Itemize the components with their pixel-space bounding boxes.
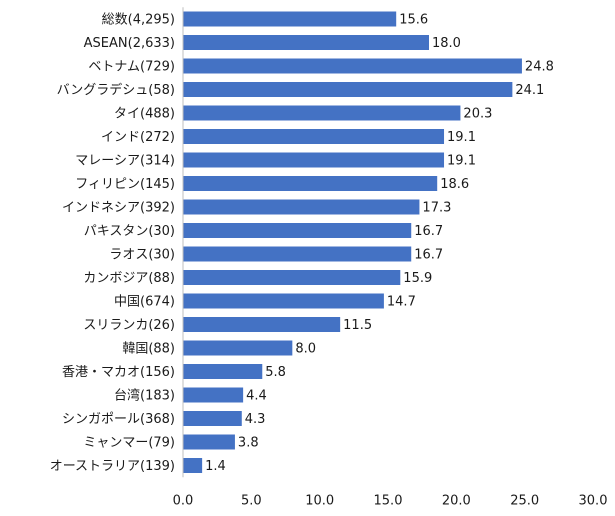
x-axis-ticks: 0.0 5.0 10.0 15.0 20.0 25.0 30.0 — [173, 494, 608, 509]
value-labels: 15.6 18.0 24.8 24.1 20.3 19.1 19.1 18.6 17.3 16.7… — [205, 13, 554, 475]
x-tick-label: 10.0 — [305, 494, 334, 509]
category-label: 台湾(183) — [114, 388, 175, 404]
data-label: 20.3 — [463, 107, 492, 122]
data-label: 18.0 — [432, 36, 461, 51]
data-label: 18.6 — [440, 177, 469, 192]
data-label: 3.8 — [238, 436, 259, 451]
bar — [183, 129, 445, 144]
data-label: 24.8 — [525, 60, 554, 75]
bar — [183, 411, 242, 426]
category-label: フィリピン(145) — [75, 177, 175, 192]
category-label: マレーシア(314) — [75, 154, 175, 169]
category-labels: 総数(4,295) ASEAN(2,633) ベトナム(729) バングラデシュ(58… — [50, 13, 175, 475]
category-label: ベトナム(729) — [88, 60, 175, 75]
bar — [183, 317, 341, 332]
bar — [183, 270, 401, 285]
category-label: オーストラリア(139) — [50, 459, 175, 474]
category-label: インドネシア(392) — [62, 201, 175, 216]
bar — [183, 223, 412, 238]
bar — [183, 152, 445, 168]
category-label: 中国(674) — [114, 295, 175, 310]
category-label: ASEAN(2,633) — [84, 36, 175, 51]
bar — [183, 246, 412, 262]
category-label: 韓国(88) — [122, 342, 175, 357]
bar — [183, 293, 384, 309]
bar — [183, 387, 244, 403]
category-label: ラオス(30) — [109, 248, 175, 263]
data-label: 16.7 — [414, 248, 443, 263]
category-label: カンボジア(88) — [83, 271, 175, 286]
category-label: バングラデシュ(58) — [57, 82, 175, 98]
bar — [183, 340, 293, 356]
data-label: 15.6 — [399, 13, 428, 28]
bar — [183, 58, 522, 74]
category-label: ミャンマー(79) — [83, 436, 175, 451]
data-label: 15.9 — [403, 271, 432, 286]
category-label: 総数(4,295) — [102, 13, 175, 28]
bar — [183, 458, 203, 473]
data-label: 19.1 — [447, 154, 476, 169]
data-label: 14.7 — [387, 295, 416, 310]
bar — [183, 364, 263, 379]
x-tick-label: 15.0 — [374, 494, 403, 509]
data-label: 8.0 — [295, 342, 316, 357]
x-tick-label: 0.0 — [173, 494, 194, 509]
data-label: 5.8 — [265, 365, 286, 380]
category-label: スリランカ(26) — [83, 318, 175, 333]
data-label: 19.1 — [447, 130, 476, 145]
category-label: 香港・マカオ(156) — [62, 365, 175, 380]
bars-layer — [183, 11, 522, 473]
category-label: インド(272) — [101, 130, 175, 145]
category-label: パキスタン(30) — [84, 224, 175, 239]
bar — [183, 199, 420, 215]
data-label: 24.1 — [515, 83, 544, 98]
x-tick-label: 20.0 — [442, 494, 471, 509]
data-label: 17.3 — [422, 201, 451, 216]
bar — [183, 35, 429, 50]
category-label: タイ(488) — [114, 107, 175, 122]
x-tick-label: 5.0 — [241, 494, 262, 509]
x-tick-label: 25.0 — [510, 494, 539, 509]
data-label: 4.3 — [245, 412, 266, 427]
category-label: シンガポール(368) — [62, 412, 175, 427]
data-label: 4.4 — [246, 389, 267, 404]
data-label: 11.5 — [343, 318, 372, 333]
data-label: 16.7 — [414, 224, 443, 239]
bar — [183, 105, 461, 121]
x-tick-label: 30.0 — [579, 494, 608, 509]
bar — [183, 176, 438, 191]
bar — [183, 82, 513, 97]
bar — [183, 434, 235, 450]
bar — [183, 11, 397, 27]
data-label: 1.4 — [205, 459, 226, 474]
